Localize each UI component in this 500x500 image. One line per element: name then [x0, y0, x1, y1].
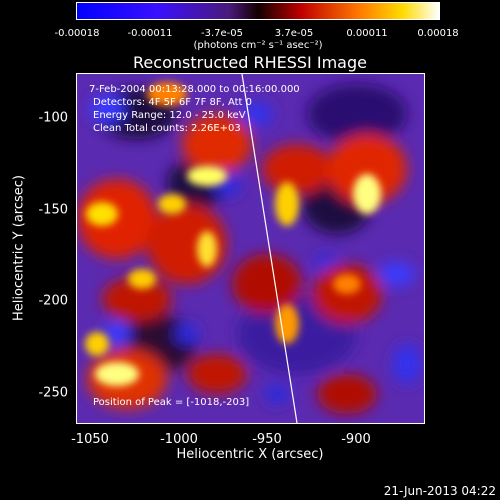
colorbar-tick: -0.00011 — [127, 28, 173, 39]
y-tick: -100 — [38, 110, 68, 126]
timestamp: 21-Jun-2013 04:22 — [383, 484, 496, 498]
colorbar-tick: -3.7e-05 — [201, 28, 243, 39]
y-tick: -200 — [38, 293, 68, 309]
annotation-energy: Energy Range: 12.0 - 25.0 keV — [93, 110, 246, 121]
annotation-peak: Position of Peak = [-1018,-203] — [93, 397, 250, 408]
x-tick: -1000 — [160, 432, 198, 447]
colorbar-tick: 3.7e-05 — [274, 28, 314, 39]
annotation-detectors: Detectors: 4F 5F 6F 7F 8F, Att 0 — [93, 97, 253, 108]
image-map — [77, 74, 424, 423]
colorbar-tick: -0.00018 — [54, 28, 100, 39]
limb-line — [241, 74, 298, 423]
x-tick: -950 — [252, 432, 282, 447]
rhessi-image: 7-Feb-2004 00:13:28.000 to 00:16:00.000 … — [76, 73, 425, 424]
x-axis-label: Heliocentric X (arcsec) — [176, 447, 324, 462]
colorbar-tick: 0.00018 — [417, 28, 459, 39]
x-tick: -1050 — [71, 432, 109, 447]
x-tick: -900 — [341, 432, 371, 447]
y-tick: -150 — [38, 202, 68, 218]
colorbar-unit-label: (photons cm⁻² s⁻¹ asec⁻²) — [193, 40, 323, 51]
annotation-time-range: 7-Feb-2004 00:13:28.000 to 00:16:00.000 — [89, 84, 300, 95]
y-axis-label: Heliocentric Y (arcsec) — [11, 175, 27, 321]
colorbar — [76, 2, 440, 20]
colorbar-tick: 0.00011 — [346, 28, 388, 39]
y-tick: -250 — [38, 385, 68, 401]
annotation-method: Clean Total counts: 2.26E+03 — [93, 123, 241, 134]
image-title: Reconstructed RHESSI Image — [133, 53, 367, 72]
